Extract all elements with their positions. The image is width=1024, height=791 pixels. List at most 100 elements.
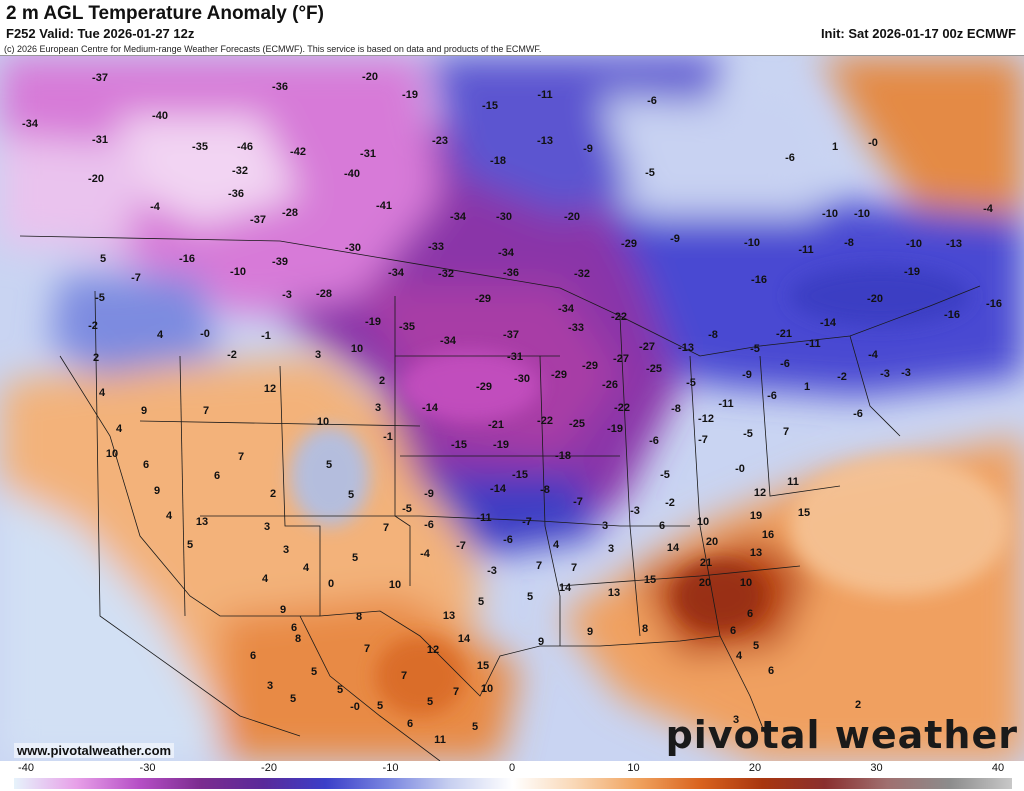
anomaly-value-label: -16 bbox=[179, 253, 195, 265]
anomaly-value-label: -5 bbox=[750, 343, 760, 355]
anomaly-value-label: -3 bbox=[282, 289, 292, 301]
anomaly-value-label: 10 bbox=[480, 683, 494, 695]
anomaly-value-label: -7 bbox=[698, 434, 708, 446]
anomaly-value-label: 5 bbox=[526, 591, 534, 603]
anomaly-value-label: -29 bbox=[621, 238, 637, 250]
anomaly-value-label: -41 bbox=[376, 200, 392, 212]
anomaly-value-label: 1 bbox=[803, 381, 811, 393]
anomaly-value-label: -0 bbox=[350, 701, 360, 713]
anomaly-value-label: 4 bbox=[261, 573, 269, 585]
anomaly-value-label: 7 bbox=[237, 451, 245, 463]
anomaly-value-label: -18 bbox=[555, 450, 571, 462]
anomaly-value-label: 9 bbox=[537, 636, 545, 648]
anomaly-value-label: -19 bbox=[904, 266, 920, 278]
anomaly-value-label: -26 bbox=[602, 379, 618, 391]
anomaly-value-label: -20 bbox=[362, 71, 378, 83]
anomaly-value-label: 8 bbox=[641, 623, 649, 635]
anomaly-value-label: -14 bbox=[490, 483, 506, 495]
anomaly-value-label: -32 bbox=[574, 268, 590, 280]
anomaly-value-label: -39 bbox=[272, 256, 288, 268]
anomaly-value-label: 13 bbox=[749, 547, 763, 559]
anomaly-value-label: -18 bbox=[490, 155, 506, 167]
anomaly-value-label: 13 bbox=[195, 516, 209, 528]
anomaly-value-label: 1 bbox=[831, 141, 839, 153]
anomaly-value-label: -5 bbox=[402, 503, 412, 515]
anomaly-value-label: 5 bbox=[477, 596, 485, 608]
anomaly-value-label: -14 bbox=[820, 317, 836, 329]
anomaly-value-label: -15 bbox=[482, 100, 498, 112]
colorbar-tick-label: 40 bbox=[991, 762, 1005, 774]
anomaly-value-label: -6 bbox=[767, 390, 777, 402]
anomaly-value-label: 6 bbox=[406, 718, 414, 730]
copyright-notice: (c) 2026 European Centre for Medium-rang… bbox=[4, 44, 542, 54]
anomaly-value-label: -0 bbox=[735, 463, 745, 475]
anomaly-value-label: -11 bbox=[805, 338, 821, 350]
anomaly-value-label: -16 bbox=[986, 298, 1002, 310]
anomaly-value-label: 6 bbox=[746, 608, 754, 620]
anomaly-value-label: 5 bbox=[325, 459, 333, 471]
colorbar-tick-label: 30 bbox=[870, 762, 883, 774]
anomaly-value-label: -7 bbox=[456, 540, 466, 552]
anomaly-value-label: -14 bbox=[422, 402, 438, 414]
anomaly-value-label: -35 bbox=[192, 141, 208, 153]
anomaly-value-label: -25 bbox=[569, 418, 585, 430]
anomaly-value-label: -8 bbox=[671, 403, 681, 415]
anomaly-value-label: -12 bbox=[698, 413, 714, 425]
anomaly-value-label: 3 bbox=[314, 349, 322, 361]
anomaly-value-label: 7 bbox=[535, 560, 543, 572]
anomaly-value-label: -2 bbox=[227, 349, 237, 361]
anomaly-value-label: 4 bbox=[165, 510, 173, 522]
anomaly-value-label: 14 bbox=[457, 633, 471, 645]
anomaly-value-label: -4 bbox=[150, 201, 160, 213]
anomaly-value-label: 2 bbox=[378, 375, 386, 387]
anomaly-value-label: 6 bbox=[142, 459, 150, 471]
anomaly-value-label: -5 bbox=[645, 167, 655, 179]
anomaly-value-label: -8 bbox=[540, 484, 550, 496]
anomaly-value-label: 19 bbox=[749, 510, 763, 522]
anomaly-value-label: 16 bbox=[761, 529, 775, 541]
colorbar bbox=[14, 778, 1012, 789]
anomaly-value-label: -3 bbox=[630, 505, 640, 517]
anomaly-value-label: 5 bbox=[310, 666, 318, 678]
anomaly-value-label: 12 bbox=[753, 487, 767, 499]
anomaly-value-label: -29 bbox=[582, 360, 598, 372]
anomaly-value-label: 5 bbox=[752, 640, 760, 652]
anomaly-value-label: 4 bbox=[156, 329, 164, 341]
anomaly-value-label: -9 bbox=[424, 488, 434, 500]
anomaly-value-label: -40 bbox=[344, 168, 360, 180]
anomaly-value-label: 6 bbox=[767, 665, 775, 677]
anomaly-value-label: -27 bbox=[639, 341, 655, 353]
anomaly-value-label: -10 bbox=[854, 208, 870, 220]
anomaly-value-label: -36 bbox=[503, 267, 519, 279]
anomaly-value-label: 7 bbox=[400, 670, 408, 682]
anomaly-value-label: -1 bbox=[383, 431, 393, 443]
anomaly-value-label: -13 bbox=[537, 135, 553, 147]
anomaly-value-label: -22 bbox=[614, 402, 630, 414]
map-title: 2 m AGL Temperature Anomaly (°F) bbox=[6, 3, 324, 24]
anomaly-value-label: -11 bbox=[718, 398, 734, 410]
anomaly-value-label: -36 bbox=[228, 188, 244, 200]
anomaly-value-label: -5 bbox=[660, 469, 670, 481]
site-url[interactable]: www.pivotalweather.com bbox=[14, 743, 175, 758]
anomaly-value-label: 3 bbox=[601, 520, 609, 532]
anomaly-value-label: -11 bbox=[537, 89, 553, 101]
anomaly-map[interactable]: -37 -40 -34 -31 -35 -46 -42 -36 -20 -19 -11 -15 -6 -2… bbox=[0, 55, 1024, 761]
anomaly-value-label: -10 bbox=[822, 208, 838, 220]
colorbar-tick-label: -40 bbox=[18, 762, 34, 774]
anomaly-value-label: -5 bbox=[95, 292, 105, 304]
anomaly-value-label: -8 bbox=[708, 329, 718, 341]
anomaly-value-label: -4 bbox=[868, 349, 878, 361]
anomaly-value-label: -6 bbox=[649, 435, 659, 447]
anomaly-value-label: 5 bbox=[351, 552, 359, 564]
anomaly-value-label: 5 bbox=[376, 700, 384, 712]
anomaly-value-label: 7 bbox=[363, 643, 371, 655]
anomaly-value-label: -29 bbox=[551, 369, 567, 381]
anomaly-value-label: 11 bbox=[434, 734, 446, 746]
anomaly-value-label: -33 bbox=[428, 241, 444, 253]
anomaly-value-label: 8 bbox=[355, 611, 363, 623]
anomaly-value-label: -22 bbox=[537, 415, 553, 427]
anomaly-value-label: -6 bbox=[647, 95, 657, 107]
anomaly-value-label: -3 bbox=[487, 565, 497, 577]
anomaly-value-label: 6 bbox=[729, 625, 737, 637]
colorbar-ticks: -40 -30 -20 -10 0 10 20 30 40 bbox=[0, 762, 1024, 778]
